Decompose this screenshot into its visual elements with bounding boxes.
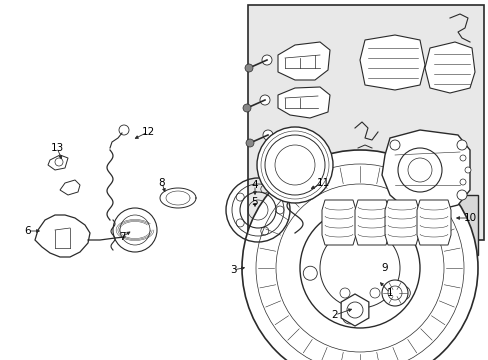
- Circle shape: [243, 104, 250, 112]
- Polygon shape: [354, 200, 388, 245]
- Text: 2: 2: [331, 310, 338, 320]
- Circle shape: [456, 190, 466, 200]
- Text: 9: 9: [381, 263, 387, 273]
- Polygon shape: [278, 87, 329, 118]
- Circle shape: [260, 95, 269, 105]
- Polygon shape: [60, 180, 80, 195]
- Polygon shape: [321, 200, 355, 245]
- Circle shape: [459, 155, 465, 161]
- Text: 7: 7: [119, 232, 125, 242]
- Text: 12: 12: [141, 127, 154, 137]
- Circle shape: [389, 140, 399, 150]
- Circle shape: [242, 150, 477, 360]
- Text: 5: 5: [251, 197, 258, 207]
- Circle shape: [263, 130, 272, 140]
- Polygon shape: [416, 200, 450, 245]
- Polygon shape: [35, 215, 90, 257]
- Polygon shape: [278, 42, 329, 80]
- Circle shape: [456, 140, 466, 150]
- Text: 8: 8: [159, 178, 165, 188]
- Text: 3: 3: [229, 265, 236, 275]
- Text: 1: 1: [386, 288, 392, 298]
- Circle shape: [257, 127, 332, 203]
- Polygon shape: [359, 35, 424, 90]
- Circle shape: [464, 167, 470, 173]
- Bar: [317, 195, 477, 255]
- Polygon shape: [384, 200, 418, 245]
- Polygon shape: [48, 155, 68, 170]
- Text: 10: 10: [463, 213, 476, 223]
- Circle shape: [244, 64, 252, 72]
- Circle shape: [245, 139, 253, 147]
- Circle shape: [381, 280, 407, 306]
- Polygon shape: [424, 42, 474, 93]
- Text: 4: 4: [251, 180, 258, 190]
- Text: 13: 13: [50, 143, 63, 153]
- Circle shape: [459, 179, 465, 185]
- Polygon shape: [381, 130, 469, 212]
- Text: 6: 6: [24, 226, 31, 236]
- Bar: [247, 5, 483, 240]
- Polygon shape: [341, 294, 368, 326]
- Text: 11: 11: [316, 178, 329, 188]
- Circle shape: [262, 55, 271, 65]
